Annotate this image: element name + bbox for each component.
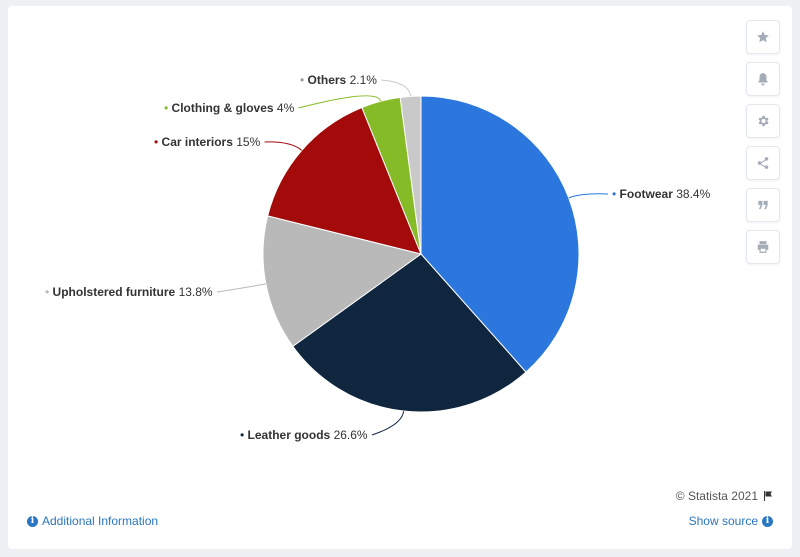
pie-slice-car-interiors[interactable]	[267, 106, 422, 255]
connector-others	[381, 79, 412, 97]
share-icon	[757, 157, 769, 169]
label-others: • Others 2.1%	[300, 73, 377, 87]
label-clothing-and-gloves: • Clothing & gloves 4%	[164, 101, 295, 115]
info-icon: i	[27, 515, 38, 527]
show-source-link[interactable]: Show source i	[689, 514, 773, 528]
notification-button[interactable]	[746, 62, 780, 96]
bell-icon	[758, 73, 768, 86]
pie-slice-footwear[interactable]	[420, 95, 580, 373]
star-icon	[757, 31, 769, 43]
toolbar	[746, 20, 780, 264]
credit-text: © Statista 2021	[675, 489, 758, 503]
label-car-interiors: • Car interiors 15%	[154, 135, 261, 149]
settings-button[interactable]	[746, 104, 780, 138]
flag-icon	[764, 491, 772, 501]
connector-leather-goods	[371, 410, 405, 436]
show-source-label: Show source	[688, 514, 758, 528]
connector-footwear	[568, 193, 609, 199]
chart-card: • Footwear 38.4% • Leather goods 26.6% • U…	[8, 6, 792, 549]
favorite-button[interactable]	[746, 20, 780, 54]
connector-car-interiors	[264, 141, 303, 151]
label-upholstered-furniture: • Upholstered furniture 13.8%	[45, 285, 213, 299]
pie-chart: • Footwear 38.4% • Leather goods 26.6% • U…	[45, 73, 711, 442]
info-icon: i	[762, 515, 773, 527]
cite-button[interactable]	[746, 188, 780, 222]
additional-information-label: Additional Information	[42, 514, 159, 528]
additional-information-link[interactable]: i Additional Information	[27, 514, 158, 528]
print-icon	[757, 241, 769, 253]
connector-clothing-and-gloves	[298, 95, 382, 109]
print-button[interactable]	[746, 230, 780, 264]
connector-upholstered-furniture	[216, 283, 266, 293]
quote-icon	[758, 200, 768, 210]
share-button[interactable]	[746, 146, 780, 180]
label-leather-goods: • Leather goods 26.6%	[240, 428, 368, 442]
label-footwear: • Footwear 38.4%	[612, 187, 711, 201]
statista-credit[interactable]: © Statista 2021	[676, 489, 774, 503]
gear-icon	[758, 115, 769, 127]
